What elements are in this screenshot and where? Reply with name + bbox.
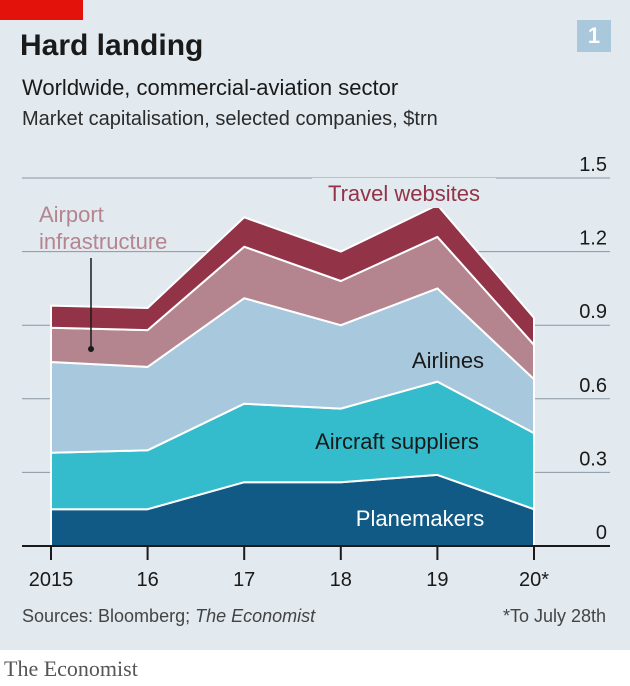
y-tick-label: 0.9: [579, 301, 607, 323]
area-series: [50, 204, 535, 547]
chart-unit-label: Market capitalisation, selected companie…: [22, 108, 438, 130]
y-tick-label: 1.2: [579, 228, 607, 250]
x-tick-label: 20*: [519, 569, 549, 591]
x-tick-label: 2015: [29, 569, 74, 591]
x-tick-label: 17: [233, 569, 255, 591]
source-prefix: Sources: Bloomberg;: [22, 606, 196, 626]
travel-label-halo: [312, 178, 496, 208]
footnote: *To July 28th: [502, 606, 606, 626]
stacked-area-chart: 0 0.3 0.6 0.9 1.2 1.5 2015 16 17 18 19 20* Travel w…: [22, 154, 610, 591]
area-travel-websites: [50, 204, 535, 346]
source-italic: The Economist: [195, 606, 316, 626]
y-tick-label: 0.3: [579, 448, 607, 470]
y-tick-label: 1.5: [579, 154, 607, 176]
chart-number-badge: 1: [577, 20, 611, 52]
axes: 0 0.3 0.6 0.9 1.2 1.5 2015 16 17 18 19 20*: [22, 154, 610, 591]
source-note: Sources: Bloomberg; The Economist: [22, 606, 315, 627]
label-aircraft-suppliers: Aircraft suppliers: [315, 429, 479, 454]
y-tick-label: 0.6: [579, 375, 607, 397]
label-planemakers: Planemakers: [356, 506, 484, 531]
x-tick-label: 16: [136, 569, 158, 591]
brand-wordmark: The Economist: [4, 656, 138, 681]
label-airport-infrastructure: Airport infrastructure: [39, 202, 167, 254]
x-tick-label: 19: [426, 569, 448, 591]
label-airlines: Airlines: [412, 348, 484, 373]
series-labels: Travel websites Airport infrastructure Airl…: [39, 178, 496, 531]
airport-leader-dot: [88, 346, 94, 352]
chart-title: Hard landing: [20, 29, 204, 62]
x-tick-label: 18: [330, 569, 352, 591]
label-travel-websites: Travel websites: [328, 181, 480, 206]
red-brand-tag: [0, 0, 83, 20]
y-tick-label: 0: [596, 522, 607, 544]
chart-subtitle: Worldwide, commercial-aviation sector: [22, 75, 399, 100]
